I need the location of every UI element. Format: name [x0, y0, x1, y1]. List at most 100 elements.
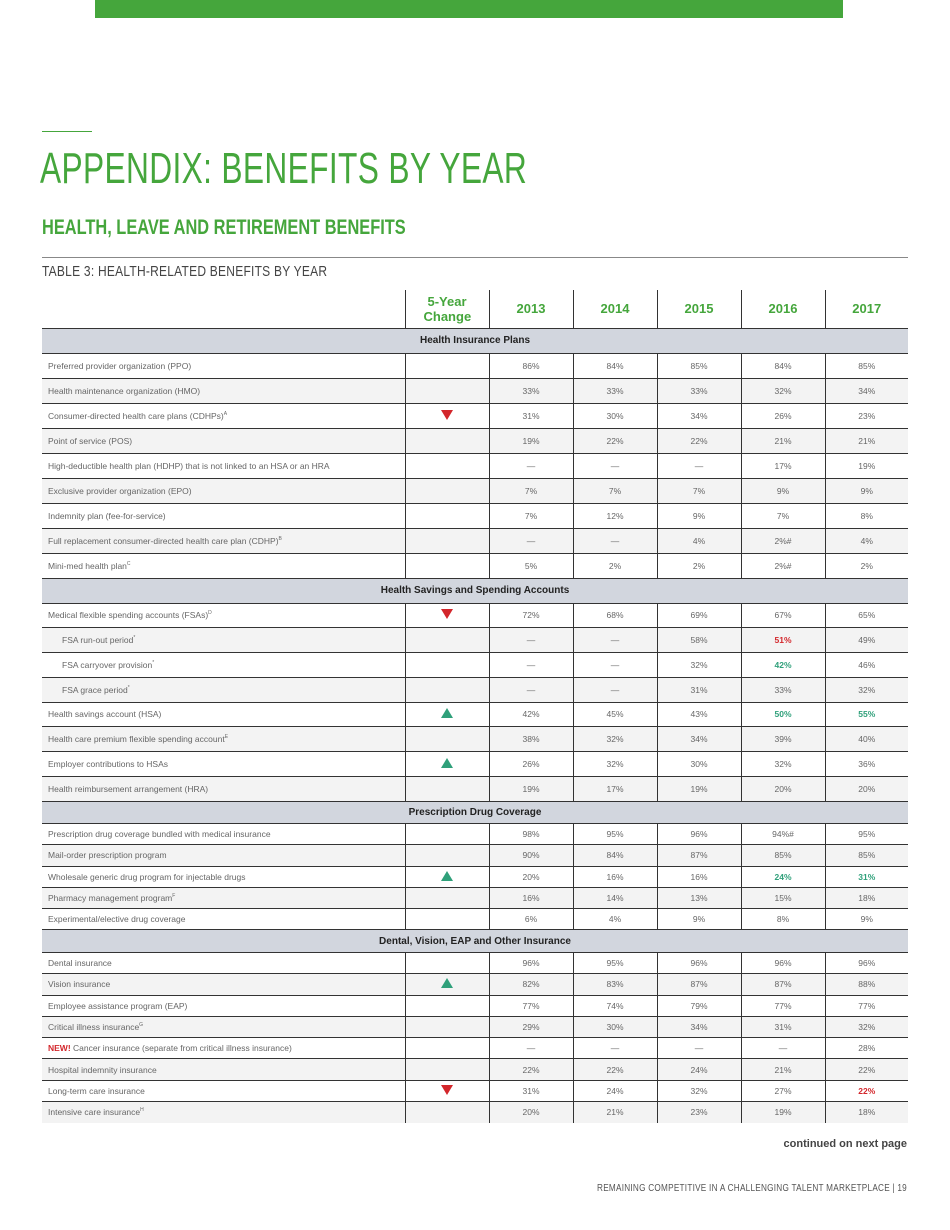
table-row: Intensive care insuranceH 20% 21% 23% 19% 18% — [42, 1101, 908, 1123]
value-cell-2015: 32% — [656, 652, 741, 678]
value-cell-2016: 32% — [740, 751, 825, 777]
value-cell-2017: 40% — [824, 726, 908, 752]
value-cell-2014: 95% — [572, 951, 657, 974]
new-badge: NEW! — [48, 1043, 71, 1054]
row-label: Point of service (POS) — [42, 427, 405, 453]
value-cell-2017: 18% — [824, 886, 908, 909]
page-title: APPENDIX: BENEFITS BY YEAR — [40, 144, 528, 193]
five-year-change-cell — [404, 994, 489, 1017]
value-cell-2017: 55% — [824, 701, 908, 727]
five-year-change-cell — [404, 726, 489, 752]
table-row: Health savings account (HSA) 42% 45% 43% 50%… — [42, 701, 908, 727]
value-cell-2017: 32% — [824, 1015, 908, 1038]
row-label: Full replacement consumer-directed healt… — [42, 527, 405, 553]
value-cell-2014: — — [572, 627, 657, 653]
value-cell-2017: 22% — [824, 1058, 908, 1081]
value-cell-2016: 39% — [740, 726, 825, 752]
value-cell-2017: 19% — [824, 452, 908, 478]
value-cell-2013: 90% — [488, 844, 573, 867]
value-cell-2014: 14% — [572, 886, 657, 909]
row-label-text: Critical illness insurance — [48, 1022, 140, 1033]
value-cell-2017: 85% — [824, 844, 908, 867]
value-cell-2016: 42% — [740, 652, 825, 678]
value-cell-2014: 24% — [572, 1079, 657, 1102]
five-year-change-cell — [404, 452, 489, 478]
footnote-marker: * — [133, 635, 136, 642]
section-title: Health Savings and Spending Accounts — [42, 577, 908, 603]
value-cell-2014: — — [572, 1037, 657, 1059]
value-cell-2013: 31% — [488, 402, 573, 428]
value-cell-2014: 16% — [572, 865, 657, 888]
value-cell-2017: 95% — [824, 822, 908, 845]
value-cell-2014: 95% — [572, 822, 657, 845]
row-label: Exclusive provider organization (EPO) — [42, 477, 405, 503]
value-cell-2015: 9% — [656, 908, 741, 930]
five-year-change-cell — [404, 751, 489, 777]
header-2015: 2015 — [656, 290, 741, 328]
increase-triangle-icon — [441, 870, 453, 881]
value-cell-2017: 96% — [824, 951, 908, 974]
footnote-marker: * — [152, 660, 155, 667]
benefits-table: 5-Year Change 2013 2014 2015 2016 2017 H… — [42, 290, 908, 1123]
value-cell-2016: 50% — [740, 701, 825, 727]
row-label: Health savings account (HSA) — [42, 701, 405, 727]
value-cell-2013: 82% — [488, 973, 573, 996]
continued-note: continued on next page — [783, 1138, 907, 1150]
table-row: Employee assistance program (EAP) 77% 74% 7… — [42, 994, 908, 1017]
table-row: Long-term care insurance 31% 24% 32% 27% 22% — [42, 1079, 908, 1102]
footnote-marker: D — [208, 610, 212, 617]
footnote-marker: A — [223, 410, 228, 417]
value-cell-2014: — — [572, 452, 657, 478]
value-cell-2017: 20% — [824, 775, 908, 801]
footnote-marker: B — [278, 535, 282, 542]
five-year-change-cell — [404, 865, 489, 888]
value-cell-2014: 45% — [572, 701, 657, 727]
value-cell-2013: 6% — [488, 908, 573, 930]
table-row: Wholesale generic drug program for injec… — [42, 865, 908, 888]
value-cell-2013: 20% — [488, 1101, 573, 1123]
value-cell-2016: 20% — [740, 775, 825, 801]
value-cell-2014: 32% — [572, 751, 657, 777]
row-label-text: Cancer insurance (separate from critical… — [73, 1043, 292, 1054]
value-cell-2015: 34% — [656, 402, 741, 428]
value-cell-2017: 2% — [824, 552, 908, 578]
row-label-text: Mini-med health plan — [48, 560, 127, 571]
row-label-text: Health maintenance organization (HMO) — [48, 385, 201, 396]
row-label: Vision insurance — [42, 973, 405, 996]
value-cell-2013: 98% — [488, 822, 573, 845]
five-year-change-cell — [404, 844, 489, 867]
five-year-change-cell — [404, 352, 489, 378]
table-row: Employer contributions to HSAs 26% 32% 30% 3… — [42, 751, 908, 777]
table-row: Indemnity plan (fee-for-service) 7% 12% 9% 7… — [42, 502, 908, 528]
section-header-row: Dental, Vision, EAP and Other Insurance — [42, 929, 908, 953]
row-label-text: Health reimbursement arrangement (HRA) — [48, 783, 209, 794]
row-label: Health reimbursement arrangement (HRA) — [42, 775, 405, 801]
row-label: Pharmacy management programF — [42, 886, 405, 909]
value-cell-2013: 33% — [488, 377, 573, 403]
value-cell-2016: 19% — [740, 1101, 825, 1123]
five-year-change-cell — [404, 676, 489, 702]
footnote-marker: H — [140, 1107, 144, 1114]
row-label-text: Experimental/elective drug coverage — [48, 914, 186, 925]
value-cell-2017: 46% — [824, 652, 908, 678]
table-row: Health care premium flexible spending ac… — [42, 726, 908, 752]
value-cell-2013: 19% — [488, 427, 573, 453]
value-cell-2015: 43% — [656, 701, 741, 727]
value-cell-2017: 4% — [824, 527, 908, 553]
row-label: Prescription drug coverage bundled with … — [42, 822, 405, 845]
row-label: Long-term care insurance — [42, 1079, 405, 1102]
value-cell-2016: 84% — [740, 352, 825, 378]
row-label-text: Preferred provider organization (PPO) — [48, 360, 192, 371]
value-cell-2014: 2% — [572, 552, 657, 578]
row-label: Employer contributions to HSAs — [42, 751, 405, 777]
decrease-triangle-icon — [441, 609, 453, 620]
increase-triangle-icon — [441, 757, 453, 768]
table-row: FSA carryover provision* — —32% 42% 46% — [42, 652, 908, 678]
value-cell-2014: 33% — [572, 377, 657, 403]
value-cell-2015: 24% — [656, 1058, 741, 1081]
row-label-text: Full replacement consumer-directed healt… — [48, 535, 279, 546]
footnote-marker: F — [172, 893, 176, 900]
value-cell-2013: 26% — [488, 751, 573, 777]
value-cell-2015: 96% — [656, 822, 741, 845]
five-year-change-cell — [404, 908, 489, 930]
